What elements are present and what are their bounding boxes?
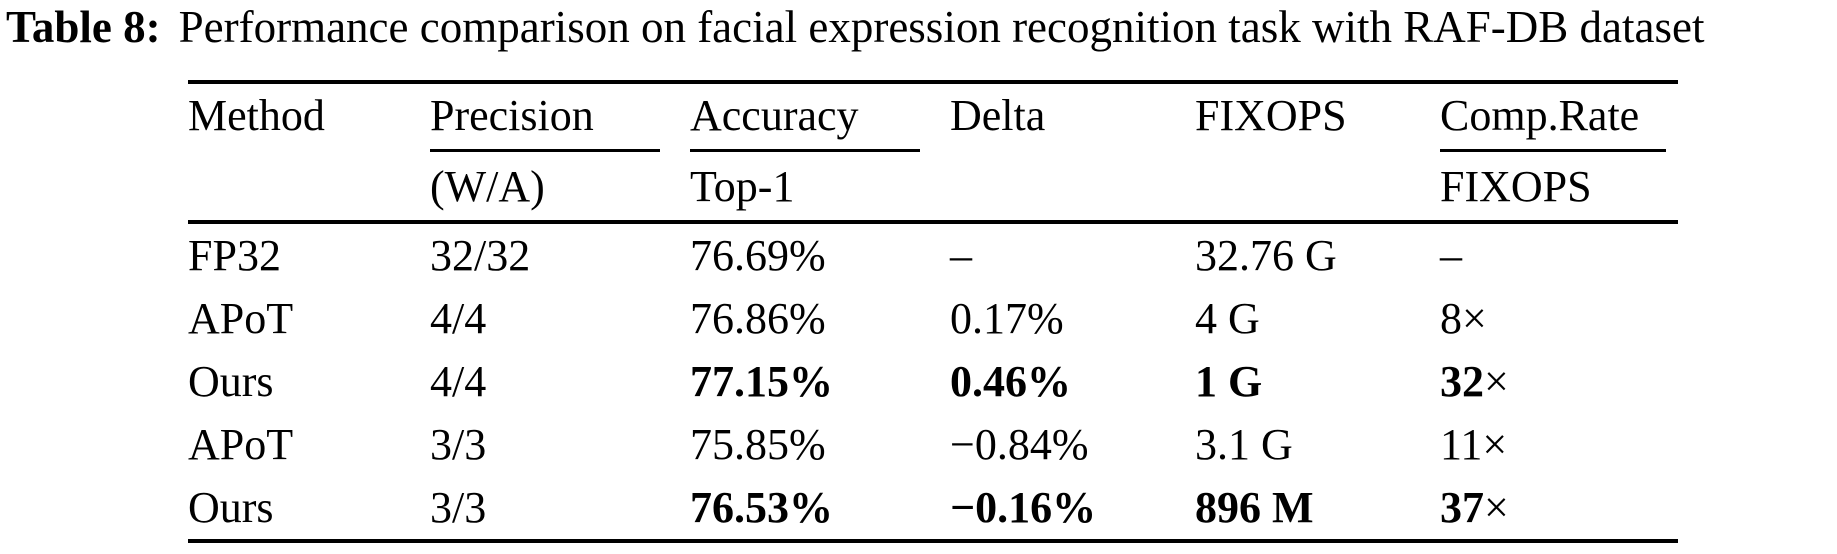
cell-accuracy: 76.53% [690, 483, 833, 532]
column-header-method: Method [188, 91, 325, 140]
times-symbol: × [1484, 357, 1509, 406]
subheader-fixops [1195, 154, 1440, 220]
cell-accuracy: 75.85% [690, 420, 826, 469]
comp-rate-underline [1440, 149, 1666, 152]
column-header-precision: Precision [430, 91, 594, 140]
cell-comp-rate: 8× [1440, 287, 1678, 350]
header-midrules-row [188, 148, 1678, 154]
table-row: Ours 3/3 76.53% −0.16% 896 M 37× [188, 476, 1678, 539]
table-subheader-row: (W/A) Top-1 FIXOPS [188, 154, 1678, 220]
times-symbol: × [1482, 420, 1508, 469]
comp-rate-value: 32 [1440, 357, 1484, 406]
cell-method: APoT [188, 294, 294, 343]
table-caption-text: Performance comparison on facial express… [178, 2, 1705, 52]
cell-precision: 3/3 [430, 420, 487, 469]
results-table: Method Precision Accuracy Delta FIXOPS C… [188, 80, 1678, 543]
cell-fixops: 1 G [1195, 357, 1263, 406]
cell-fixops: 4 G [1195, 294, 1260, 343]
cell-method: FP32 [188, 231, 281, 280]
cell-precision: 4/4 [430, 357, 487, 406]
subheader-comp-rate: FIXOPS [1440, 162, 1592, 211]
cell-fixops: 32.76 G [1195, 231, 1337, 280]
cell-precision: 3/3 [430, 483, 487, 532]
table-row: FP32 32/32 76.69% – 32.76 G – [188, 224, 1678, 287]
subheader-delta [950, 154, 1195, 220]
cell-fixops: 3.1 G [1195, 420, 1293, 469]
cell-delta: 0.17% [950, 294, 1064, 343]
table-caption-label: Table 8: [6, 2, 161, 52]
cell-delta: 0.46% [950, 357, 1071, 406]
cell-delta: −0.84% [950, 420, 1089, 469]
precision-underline [430, 149, 660, 152]
times-symbol: × [1484, 483, 1509, 532]
times-symbol: × [1462, 294, 1487, 343]
accuracy-underline [690, 149, 920, 152]
column-header-accuracy: Accuracy [690, 91, 859, 140]
subheader-precision: (W/A) [430, 162, 545, 211]
table-row: APoT 4/4 76.86% 0.17% 4 G 8× [188, 287, 1678, 350]
cell-precision: 4/4 [430, 294, 487, 343]
table-row: Ours 4/4 77.15% 0.46% 1 G 32× [188, 350, 1678, 413]
table-header-row: Method Precision Accuracy Delta FIXOPS C… [188, 84, 1678, 148]
column-header-fixops: FIXOPS [1195, 91, 1347, 140]
cell-accuracy: 77.15% [690, 357, 833, 406]
table-top-rule [188, 80, 1678, 84]
subheader-accuracy: Top-1 [690, 162, 795, 211]
table-row: APoT 3/3 75.85% −0.84% 3.1 G 11× [188, 413, 1678, 476]
comp-rate-value: 11 [1440, 420, 1483, 469]
table-caption: Table 8: Performance comparison on facial… [6, 0, 1704, 54]
table-mid-rule [188, 220, 1678, 224]
cell-comp-rate: 37× [1440, 476, 1678, 539]
cell-method: Ours [188, 483, 274, 532]
comp-rate-value: 8 [1440, 294, 1462, 343]
cell-comp-rate: – [1440, 224, 1678, 287]
cell-fixops: 896 M [1195, 483, 1314, 532]
column-header-comp-rate: Comp.Rate [1440, 91, 1640, 140]
cell-delta: −0.16% [950, 483, 1097, 532]
cell-precision: 32/32 [430, 231, 531, 280]
cell-method: Ours [188, 357, 274, 406]
subheader-method [188, 154, 430, 220]
cell-accuracy: 76.69% [690, 231, 826, 280]
cell-comp-rate: 11× [1440, 413, 1678, 476]
comp-rate-value: – [1440, 231, 1462, 280]
cell-comp-rate: 32× [1440, 350, 1678, 413]
table-bottom-rule [188, 539, 1678, 543]
cell-accuracy: 76.86% [690, 294, 826, 343]
cell-method: APoT [188, 420, 294, 469]
column-header-delta: Delta [950, 91, 1046, 140]
cell-delta: – [950, 231, 972, 280]
comp-rate-value: 37 [1440, 483, 1484, 532]
